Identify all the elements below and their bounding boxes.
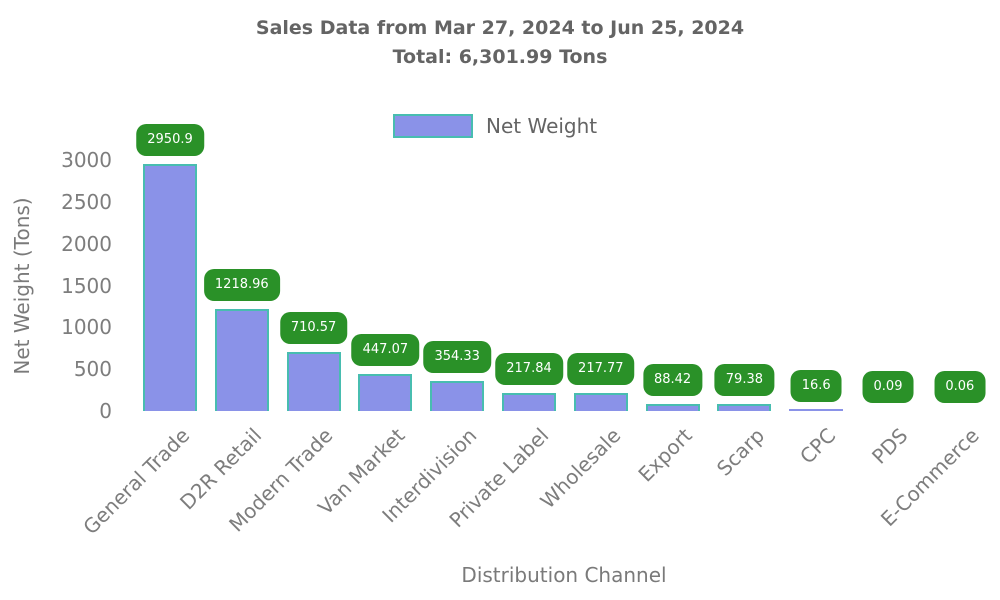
- x-tick-label: PDS: [866, 423, 913, 469]
- legend-swatch-net-weight: [393, 114, 473, 138]
- bar: [430, 381, 485, 411]
- bar-value-label: 354.33: [423, 341, 491, 374]
- y-tick-label: 3000: [61, 148, 112, 172]
- bar-value-label: 217.84: [495, 352, 563, 385]
- bar-value-label: 0.06: [934, 371, 986, 403]
- bar: [645, 403, 700, 411]
- bar: [286, 351, 341, 411]
- y-tick-label: 1500: [61, 273, 112, 298]
- x-axis-label: Distribution Channel: [461, 563, 667, 587]
- y-tick-label: 500: [73, 357, 112, 382]
- bar-value-label: 710.57: [279, 311, 348, 344]
- bar-value-label: 0.09: [862, 371, 914, 403]
- x-tick-label: CPC: [795, 423, 841, 469]
- bar: [789, 409, 844, 411]
- bar-value-label: 16.6: [790, 369, 842, 402]
- chart-subtitle: Total: 6,301.99 Tons: [392, 46, 608, 68]
- y-tick-label: 0: [99, 399, 112, 423]
- y-tick-label: 2000: [61, 231, 112, 256]
- bar-value-label: 79.38: [714, 364, 774, 397]
- bar: [214, 309, 269, 411]
- x-tick-label: Export: [633, 423, 697, 487]
- bar: [717, 404, 772, 411]
- bar-value-label: 2950.9: [136, 124, 204, 157]
- x-tick-label: General Trade: [78, 423, 195, 540]
- bar-value-label: 447.07: [351, 333, 420, 366]
- chart-title: Sales Data from Mar 27, 2024 to Jun 25, …: [255, 17, 745, 39]
- bar: [502, 392, 556, 411]
- bar-value-label: 1218.96: [203, 269, 280, 302]
- legend: Net Weight: [393, 114, 597, 138]
- bar-value-label: 217.77: [567, 352, 635, 385]
- chart-title-block: Sales Data from Mar 27, 2024 to Jun 25, …: [0, 14, 1000, 72]
- legend-label: Net Weight: [486, 114, 598, 138]
- y-tick-label: 2500: [61, 189, 112, 214]
- bar: [358, 373, 413, 411]
- bar: [143, 164, 197, 411]
- bar: [573, 392, 628, 411]
- x-tick-label: Scarp: [711, 423, 769, 481]
- bar-value-label: 88.42: [642, 363, 703, 396]
- y-tick-label: 1000: [61, 315, 112, 340]
